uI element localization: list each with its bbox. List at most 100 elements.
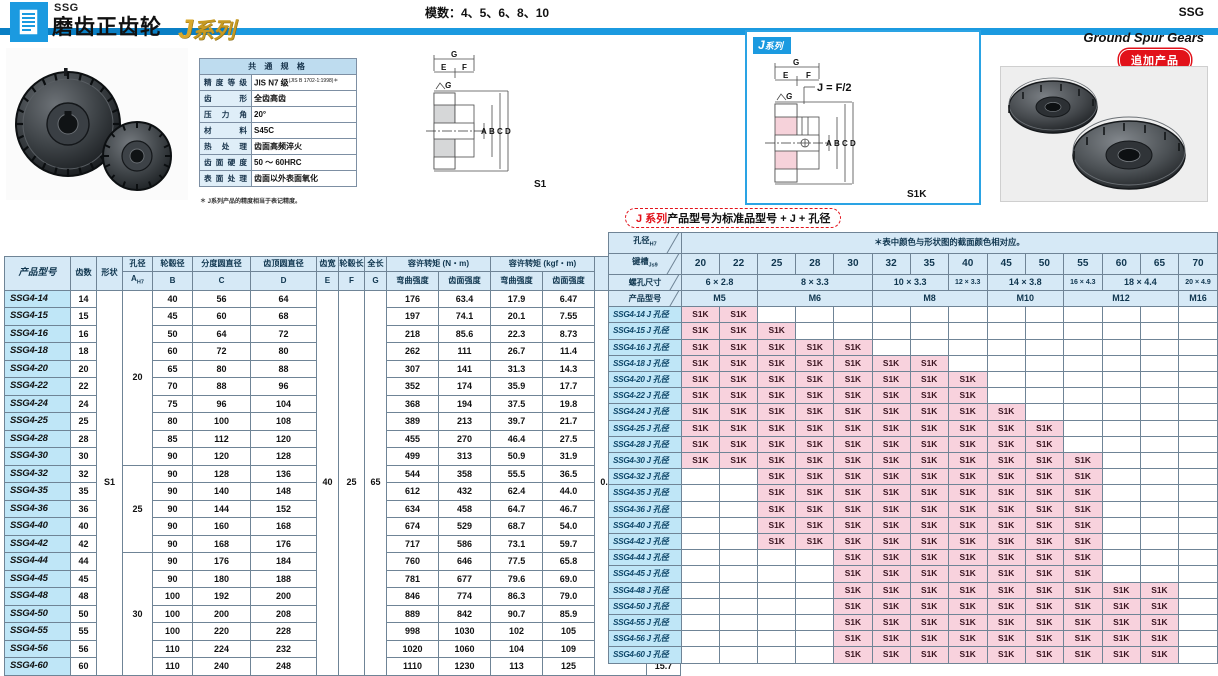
diagram-s1k: J系列 [745, 30, 981, 205]
j-cell-empty [795, 613, 835, 632]
j-series-text: 系列 [192, 18, 235, 43]
table-row: SSG4-30 J 孔径 S1K S1K S1K S1K S1K S1K S1K S1K S1K S… [608, 451, 1218, 470]
j-cell-available: S1K [795, 451, 835, 470]
j-cell-empty [833, 322, 873, 340]
j-cell-available: S1K [1024, 516, 1064, 534]
j-cell-empty [871, 322, 911, 340]
product-photo-gear-pair [1000, 66, 1208, 202]
j-cell-available: S1K [719, 419, 759, 437]
cell-model: SSG4-14 [4, 289, 71, 309]
cell-hub-dia: 90 [152, 482, 193, 501]
col-header-hub-len: 轮毂长 [338, 256, 365, 272]
cell-torque-kgf-surface: 27.5 [542, 429, 595, 449]
common-spec-table: 共 通 规 格 精度等级 JIS N7 级(JIS B 1702-1:1998)… [199, 58, 357, 187]
cell-torque-nm-surface: 111 [438, 342, 491, 361]
j-cell-empty [1139, 565, 1180, 583]
j-cell-available: S1K [833, 630, 873, 648]
j-keyway-header-1: 8 × 3.3 [757, 273, 873, 291]
j-row-label-screw: 螺孔尺寸 [608, 273, 682, 291]
j-cell-available: S1K [871, 532, 911, 551]
cell-torque-kgf-surface: 7.55 [542, 307, 595, 326]
j-cell-empty [757, 581, 797, 599]
j-cell-available: S1K [1024, 468, 1064, 486]
cell-tip-dia: 108 [250, 412, 317, 431]
j-cell-model: SSG4-40 J 孔径 [608, 516, 682, 534]
svg-text:D: D [505, 127, 511, 136]
cell-tip-dia: 96 [250, 377, 317, 396]
cell-torque-kgf-surface: 21.7 [542, 412, 595, 431]
col-subheader-bore: AH7 [122, 271, 153, 291]
main-header-row-2: AH7 B C D E F G 弯曲强度 齿面强度 弯曲强度 齿面强度 [5, 271, 681, 291]
j-cell-available: S1K [719, 387, 759, 405]
j-row-label-bore-tol: H7 [649, 241, 657, 248]
cell-tip-dia: 72 [250, 324, 317, 344]
j-cell-model: SSG4-35 J 孔径 [608, 484, 682, 502]
cell-torque-nm-surface: 586 [438, 534, 491, 554]
j-cell-available: S1K [947, 370, 988, 389]
svg-text:C: C [497, 127, 503, 136]
svg-text:E: E [783, 71, 789, 80]
col-subheader-nm-bend: 弯曲强度 [386, 271, 439, 291]
cell-torque-nm-bend: 197 [386, 307, 439, 326]
j-cell-empty [1101, 435, 1141, 453]
table-row: SSG4-60 J 孔径 S1K S1K S1K S1K S1K S1K S1K S1K S1K [608, 646, 1218, 664]
j-cell-available: S1K [795, 468, 835, 486]
cell-tip-dia: 136 [250, 464, 317, 484]
diagram-s1k-formula: J = F/2 [817, 82, 852, 94]
col-header-total-len: 全长 [364, 256, 387, 272]
main-header-row-1: 产品型号 齿数 形状 孔径 轮毂径 分度圆直径 齿顶圆直径 齿宽 轮毂长 全长 … [4, 256, 681, 291]
table-row: SSG4-50 J 孔径 S1K S1K S1K S1K S1K S1K S1K S1K S1K [608, 597, 1218, 615]
j-cell-available: S1K [833, 451, 873, 470]
j-cell-model: SSG4-18 J 孔径 [608, 354, 682, 372]
j-cell-empty [1178, 370, 1218, 389]
cell-torque-nm-bend: 998 [386, 622, 439, 641]
cell-tip-dia: 128 [250, 447, 317, 466]
diagram-s1: G E F A B C D G S1 [412, 45, 592, 203]
cell-torque-nm-bend: 1110 [386, 657, 439, 676]
cell-teeth: 40 [70, 517, 97, 536]
cell-torque-kgf-surface: 17.7 [542, 377, 595, 396]
j-cell-available: S1K [833, 387, 873, 405]
table-row: SSG4-25 J 孔径 S1K S1K S1K S1K S1K S1K S1K S1K S1K S… [608, 419, 1218, 437]
brand-kicker: SSG [54, 2, 79, 14]
j-cell-empty [1024, 338, 1064, 356]
j-cell-available: S1K [947, 451, 988, 470]
cell-torque-nm-bend: 889 [386, 604, 439, 624]
j-cell-empty [1101, 565, 1141, 583]
j-cell-available: S1K [833, 613, 873, 632]
cell-model: SSG4-42 [4, 534, 71, 554]
j-cell-empty [986, 387, 1026, 405]
j-keyway-header-0: 6 × 2.8 [680, 273, 759, 291]
j-cell-available: S1K [757, 468, 797, 486]
j-cell-empty [1178, 597, 1218, 615]
cell-teeth: 28 [70, 429, 97, 449]
cell-torque-kgf-bend: 31.3 [490, 359, 543, 379]
j-cell-available: S1K [757, 451, 797, 470]
cell-torque-kgf-bend: 39.7 [490, 412, 543, 431]
j-cell-empty [1101, 354, 1141, 372]
j-cell-model: SSG4-50 J 孔径 [608, 597, 682, 615]
j-cell-empty [1178, 338, 1218, 356]
j-cell-available: S1K [909, 370, 949, 389]
col-subheader-tip-dia: D [250, 271, 317, 291]
j-cell-available: S1K [909, 532, 949, 551]
j-cell-empty [795, 322, 835, 340]
cell-model: SSG4-15 [4, 307, 71, 326]
cell-torque-nm-bend: 544 [386, 464, 439, 484]
j-cell-empty [680, 630, 721, 648]
j-cell-empty [719, 532, 759, 551]
table-row: SSG4-45 J 孔径 S1K S1K S1K S1K S1K S1K S1K [608, 565, 1218, 583]
j-screw-header-5: M16 [1178, 289, 1218, 308]
j-cell-empty [1139, 403, 1180, 421]
j-header-row-screws: 产品型号 M5 M6 M8 M10 M12 M16 [608, 289, 1218, 308]
j-cell-empty [680, 500, 721, 518]
spec-table-footnote: ＊ J系列产品的精度相当于表记精度。 [200, 199, 302, 205]
j-cell-empty [1178, 468, 1218, 486]
j-bore-header-65: 65 [1139, 252, 1180, 275]
cell-model: SSG4-48 [4, 587, 71, 606]
j-cell-empty [947, 306, 988, 324]
j-cell-available: S1K [833, 435, 873, 453]
j-series-note-banner: J 系列产品型号为标准品型号 + J + 孔径 [625, 208, 842, 228]
j-cell-empty [1178, 306, 1218, 324]
table-row: SSG4-32 J 孔径 S1K S1K S1K S1K S1K S1K S1K S1K S1K [608, 468, 1218, 486]
